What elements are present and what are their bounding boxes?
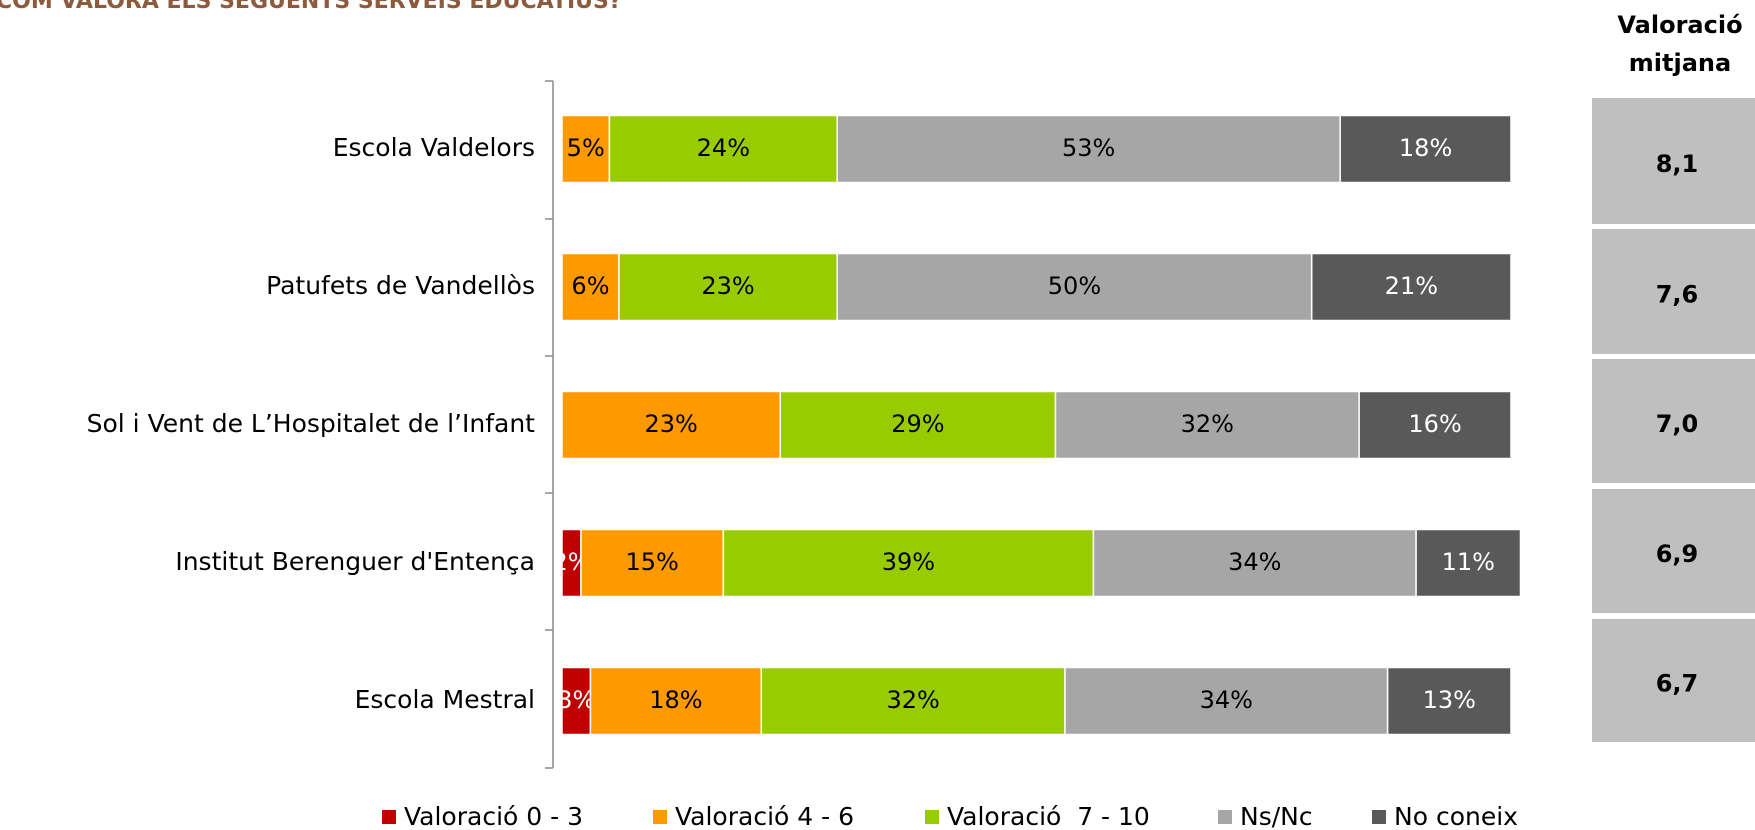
legend-label: Ns/Nc — [1240, 802, 1313, 830]
data-label: 11% — [1442, 548, 1495, 576]
bar-segment — [618, 252, 838, 322]
data-label: 21% — [1385, 272, 1438, 300]
average-value: 7,0 — [1656, 410, 1699, 438]
data-label: 18% — [649, 686, 702, 714]
data-label: 6% — [571, 272, 609, 300]
average-cell — [1592, 619, 1755, 742]
bar-segment — [722, 528, 1095, 598]
data-label: 34% — [1228, 548, 1281, 576]
category-label: Sol i Vent de L’Hospitalet de l’Infant — [87, 409, 536, 438]
data-label: 34% — [1200, 686, 1253, 714]
data-label: 16% — [1408, 410, 1461, 438]
data-label: 39% — [882, 548, 935, 576]
data-label: 50% — [1048, 272, 1101, 300]
legend-swatch — [1218, 810, 1232, 824]
legend-swatch — [382, 810, 396, 824]
legend-swatch — [925, 810, 939, 824]
chart-title: COM VALORA ELS SEGÜENTS SERVEIS EDUCATIU… — [0, 0, 622, 14]
average-value: 6,7 — [1656, 670, 1699, 698]
legend-label: No coneix — [1394, 802, 1518, 830]
data-label: 24% — [697, 134, 750, 162]
data-label: 23% — [701, 272, 754, 300]
average-value: 8,1 — [1656, 150, 1699, 178]
bar-segment — [1092, 528, 1417, 598]
category-label: Patufets de Vandellòs — [266, 271, 535, 300]
legend-swatch — [1372, 810, 1386, 824]
data-label: 32% — [1181, 410, 1234, 438]
bar-segment — [561, 114, 611, 184]
category-label: Escola Valdelors — [333, 133, 535, 162]
category-label: Escola Mestral — [355, 685, 535, 714]
average-cell — [1592, 359, 1755, 483]
bar-segment — [760, 666, 1066, 736]
bar-segment — [1064, 666, 1389, 736]
legend-label: Valoració 7 - 10 — [947, 802, 1150, 830]
legend-label: Valoració 4 - 6 — [675, 802, 854, 830]
bar-segment — [561, 666, 592, 736]
bar-segment — [1339, 114, 1512, 184]
data-label: 53% — [1062, 134, 1115, 162]
bar-segment — [1054, 390, 1360, 460]
bar-segment — [1310, 252, 1512, 322]
average-cell — [1592, 98, 1755, 224]
bar-segment — [608, 114, 838, 184]
data-label: 13% — [1423, 686, 1476, 714]
data-label: 15% — [625, 548, 678, 576]
data-label: 5% — [567, 134, 605, 162]
data-label: 3% — [557, 686, 595, 714]
average-title: Valoració mitjana — [1617, 11, 1743, 77]
average-value: 7,6 — [1656, 281, 1699, 309]
bar-segment — [1358, 390, 1512, 460]
bar-segment — [836, 114, 1341, 184]
bar-segment — [1386, 666, 1512, 736]
data-label: 29% — [891, 410, 944, 438]
data-label: 23% — [644, 410, 697, 438]
average-cell — [1592, 489, 1755, 613]
average-value: 6,9 — [1656, 540, 1699, 568]
bar-segment — [1415, 528, 1522, 598]
category-label: Institut Berenguer d'Entença — [175, 547, 535, 576]
bar-segment — [561, 390, 782, 460]
bar-segment — [561, 252, 620, 322]
legend-label: Valoració 0 - 3 — [404, 802, 583, 830]
data-label: 18% — [1399, 134, 1452, 162]
average-cell — [1592, 229, 1755, 354]
data-label: 32% — [886, 686, 939, 714]
bar-segment — [589, 666, 763, 736]
legend-swatch — [653, 810, 667, 824]
bar-segment — [580, 528, 725, 598]
